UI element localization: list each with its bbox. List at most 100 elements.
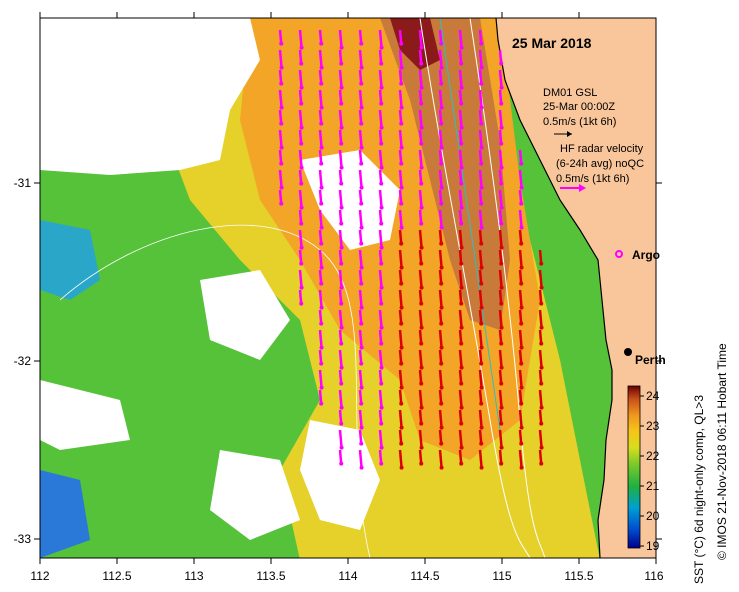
radar-vector-head	[339, 381, 344, 386]
radar-vector-head	[339, 365, 344, 370]
radar-vector	[518, 449, 523, 468]
radar-vector-head	[459, 461, 464, 466]
radar-vector	[418, 389, 423, 408]
radar-vector	[278, 149, 283, 164]
radar-vector	[478, 49, 483, 68]
radar-vector	[458, 29, 463, 48]
radar-vector-head	[419, 101, 424, 106]
radar-vector	[298, 249, 303, 264]
radar-vector	[518, 249, 523, 268]
radar-vector	[398, 389, 403, 404]
radar-vector	[478, 109, 483, 124]
radar-vector-head	[379, 165, 384, 170]
radar-vector	[418, 369, 423, 384]
radar-vector	[438, 49, 443, 68]
radar-vector	[298, 69, 303, 88]
perth-marker	[624, 348, 632, 356]
radar-vector	[498, 169, 503, 184]
radar-vector	[518, 329, 523, 348]
radar-vector	[278, 49, 283, 68]
radar-vector-head	[479, 441, 484, 446]
radar-vector-head	[419, 301, 424, 306]
radar-vector	[318, 369, 323, 388]
radar-vector-head	[359, 401, 364, 406]
radar-vector	[398, 449, 403, 468]
cloud-mask-west-edge	[40, 380, 130, 450]
radar-vector-head	[299, 181, 304, 186]
radar-vector-head	[399, 145, 404, 150]
radar-vector-head	[479, 201, 484, 206]
radar-vector	[358, 29, 363, 44]
radar-vector-head	[539, 405, 544, 410]
radar-vector	[418, 89, 423, 104]
radar-vector	[318, 169, 323, 188]
radar-vector-head	[339, 461, 344, 466]
radar-vector	[358, 109, 363, 124]
radar-vector-head	[379, 101, 384, 106]
radar-vector	[318, 69, 323, 84]
radar-vector-head	[439, 425, 444, 430]
radar-vector-head	[299, 301, 304, 306]
radar-vector-head	[379, 405, 384, 410]
radar-vector-head	[459, 85, 464, 90]
radar-vector-head	[379, 205, 384, 210]
radar-vector-head	[499, 285, 504, 290]
radar-vector	[438, 389, 443, 404]
radar-vector	[338, 209, 343, 224]
radar-vector	[438, 149, 443, 164]
radar-vector	[378, 309, 383, 328]
colorbar-tick: 19	[646, 539, 660, 553]
x-tick-label: 115.5	[564, 569, 593, 583]
radar-vector-head	[499, 85, 504, 90]
radar-vector-head	[459, 365, 464, 370]
colorbar-tick: 23	[646, 419, 660, 433]
radar-vector-head	[459, 61, 464, 66]
radar-vector	[338, 409, 343, 424]
radar-vector-head	[299, 141, 304, 146]
radar-vector-head	[479, 41, 484, 46]
radar-vector	[398, 89, 403, 108]
radar-vector-head	[499, 61, 504, 66]
radar-vector	[338, 369, 343, 384]
radar-vector	[418, 129, 423, 144]
radar-vector-head	[519, 225, 524, 230]
radar-vector	[378, 269, 383, 288]
radar-vector	[498, 389, 503, 408]
radar-vector	[318, 49, 323, 68]
radar-vector	[338, 189, 343, 208]
cloud-mask-mid	[300, 150, 400, 250]
radar-vector	[478, 29, 483, 44]
radar-vector	[298, 109, 303, 128]
radar-vector-head	[339, 341, 344, 346]
radar-vector-head	[399, 265, 404, 270]
radar-vector	[298, 49, 303, 64]
radar-vector-head	[339, 61, 344, 66]
radar-vector-head	[319, 185, 324, 190]
radar-vector	[518, 169, 523, 188]
radar-vector-head	[539, 421, 544, 426]
radar-vector	[538, 269, 543, 288]
radar-vector-head	[319, 385, 324, 390]
radar-vector-head	[299, 125, 304, 130]
radar-vector-head	[359, 465, 364, 470]
radar-vector-head	[419, 181, 424, 186]
radar-vector-head	[439, 465, 444, 470]
radar-vector	[518, 269, 523, 284]
radar-vector-head	[379, 261, 384, 266]
radar-vector	[458, 89, 463, 104]
radar-vector-head	[359, 361, 364, 366]
radar-vector	[338, 229, 343, 248]
radar-vector	[458, 189, 463, 208]
radar-vector-head	[439, 241, 444, 246]
radar-vector	[318, 289, 323, 308]
radar-vector	[518, 369, 523, 388]
radar-vector	[378, 29, 383, 48]
radar-vector-head	[439, 201, 444, 206]
radar-vector	[358, 189, 363, 204]
radar-vector	[378, 449, 383, 464]
radar-vector-head	[319, 281, 324, 286]
radar-vector	[378, 89, 383, 104]
radar-vector-head	[279, 201, 284, 206]
radar-vector-head	[479, 465, 484, 470]
x-tick-label: 114.5	[410, 569, 439, 583]
